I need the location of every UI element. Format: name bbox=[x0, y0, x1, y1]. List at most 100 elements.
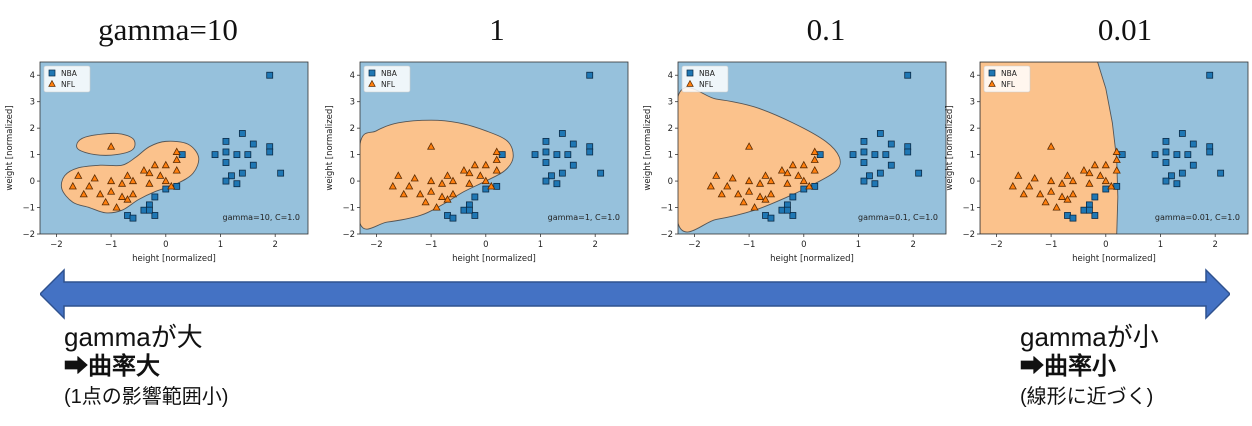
y-tick-label: −1 bbox=[342, 204, 355, 214]
nfl-point bbox=[1112, 147, 1121, 155]
nfl-point bbox=[794, 171, 803, 179]
nfl-point bbox=[448, 176, 458, 185]
nba-point bbox=[493, 182, 501, 190]
nfl-point bbox=[745, 176, 754, 185]
nba-point bbox=[129, 214, 137, 222]
nba-point bbox=[904, 71, 912, 79]
nfl-point bbox=[1112, 155, 1121, 163]
x-tick-label: 1 bbox=[218, 240, 223, 250]
y-tick-label: 0 bbox=[350, 177, 355, 187]
x-tick-label: −1 bbox=[105, 240, 118, 250]
nba-point bbox=[471, 193, 479, 201]
nba-point bbox=[173, 182, 181, 190]
nfl-point bbox=[745, 187, 754, 195]
y-tick-label: −2 bbox=[22, 230, 35, 240]
decision-plot-gamma-0-1: −2 −1 0 1 2 −2 −1 0 1 2 3 4 height [normalized] weigh… bbox=[643, 61, 947, 264]
nfl-point bbox=[1008, 181, 1017, 190]
nba-point bbox=[531, 151, 539, 159]
y-tick-label: 3 bbox=[350, 98, 355, 108]
nba-point bbox=[266, 71, 274, 79]
nfl-point bbox=[810, 166, 819, 174]
nfl-point bbox=[706, 181, 715, 190]
nba-point bbox=[569, 140, 577, 148]
nfl-point bbox=[717, 189, 726, 198]
nba-point bbox=[471, 212, 479, 219]
y-tick-label: −2 bbox=[342, 230, 355, 240]
nba-point bbox=[876, 130, 884, 137]
axes-frame bbox=[677, 61, 947, 235]
legend-nfl-marker bbox=[48, 79, 56, 87]
nfl-point bbox=[487, 181, 496, 190]
nfl-point bbox=[1085, 168, 1094, 177]
nfl-point bbox=[750, 203, 759, 211]
nba-point bbox=[1091, 212, 1099, 219]
right-note-line-1: gammaが小 bbox=[1020, 322, 1159, 352]
nfl-point bbox=[139, 166, 148, 174]
legend-nba-marker bbox=[988, 69, 996, 77]
nfl-point bbox=[761, 171, 770, 179]
nfl-point bbox=[1068, 176, 1078, 185]
nfl-point bbox=[766, 176, 776, 185]
decision-plot-gamma-0-01: −2 −1 0 1 2 −2 −1 0 1 2 3 4 height [normalized] weigh… bbox=[945, 61, 1249, 264]
legend-nfl-label: NFL bbox=[381, 80, 396, 89]
nba-point bbox=[151, 212, 159, 219]
nfl-point bbox=[492, 155, 501, 163]
nfl-point bbox=[799, 160, 808, 169]
nfl-point bbox=[150, 160, 159, 169]
nba-point bbox=[887, 140, 895, 148]
nba-point bbox=[1085, 206, 1093, 214]
nfl-point bbox=[745, 142, 754, 150]
nfl-point bbox=[1090, 160, 1099, 169]
nba-point bbox=[228, 172, 235, 180]
annotation-text: gamma=0.01, C=1.0 bbox=[1155, 213, 1240, 222]
legend-nba-label: NBA bbox=[61, 69, 78, 78]
nfl-point bbox=[117, 179, 127, 187]
nfl-point bbox=[712, 171, 721, 179]
nfl-point bbox=[1068, 189, 1078, 198]
nfl-point bbox=[443, 171, 452, 179]
nba-point bbox=[811, 182, 819, 190]
nba-point bbox=[553, 151, 561, 159]
nfl-point bbox=[723, 181, 732, 190]
legend: NBA NFL bbox=[43, 65, 91, 93]
y-axis-label: weight [normalized] bbox=[325, 105, 335, 190]
nfl-point bbox=[427, 187, 436, 195]
nfl-point bbox=[1057, 192, 1067, 200]
nfl-point bbox=[117, 192, 127, 200]
nba-point bbox=[465, 206, 473, 214]
nfl-point bbox=[783, 168, 792, 177]
nba-point bbox=[1162, 137, 1170, 145]
nba-point bbox=[1162, 177, 1170, 185]
y-tick-label: 2 bbox=[350, 124, 355, 134]
nfl-point bbox=[766, 189, 776, 198]
nfl-point bbox=[465, 168, 474, 177]
nba-point bbox=[558, 130, 566, 137]
nba-point bbox=[849, 151, 857, 159]
nfl-point bbox=[1036, 189, 1045, 198]
nfl-point bbox=[1101, 160, 1110, 169]
legend-nfl-label: NFL bbox=[699, 80, 714, 89]
right-note: gammaが小 ➡曲率小 (線形に近づく) bbox=[1020, 322, 1159, 412]
legend-nba-label: NBA bbox=[699, 69, 716, 78]
nfl-point bbox=[437, 192, 447, 200]
nba-point bbox=[564, 151, 572, 159]
nfl-point bbox=[1079, 166, 1088, 174]
nba-point bbox=[1184, 151, 1192, 159]
nfl-point bbox=[416, 189, 425, 198]
x-tick-label: 0 bbox=[1103, 240, 1108, 250]
annotation-text: gamma=1, C=1.0 bbox=[548, 213, 620, 222]
nfl-point bbox=[739, 197, 748, 206]
nfl-point bbox=[427, 176, 436, 185]
y-tick-label: 0 bbox=[970, 177, 975, 187]
nba-point bbox=[222, 177, 230, 185]
left-note: gammaが大 ➡曲率大 (1点の影響範囲小) bbox=[64, 322, 228, 412]
y-tick-label: −2 bbox=[962, 230, 975, 240]
y-tick-label: 4 bbox=[30, 71, 35, 81]
region-nfl-0 bbox=[76, 132, 136, 156]
nba-point bbox=[542, 137, 550, 145]
nba-point bbox=[871, 180, 879, 188]
legend-nfl-label: NFL bbox=[1001, 80, 1016, 89]
nfl-point bbox=[112, 203, 121, 211]
legend: NBA NFL bbox=[983, 65, 1031, 93]
y-tick-label: 3 bbox=[30, 98, 35, 108]
